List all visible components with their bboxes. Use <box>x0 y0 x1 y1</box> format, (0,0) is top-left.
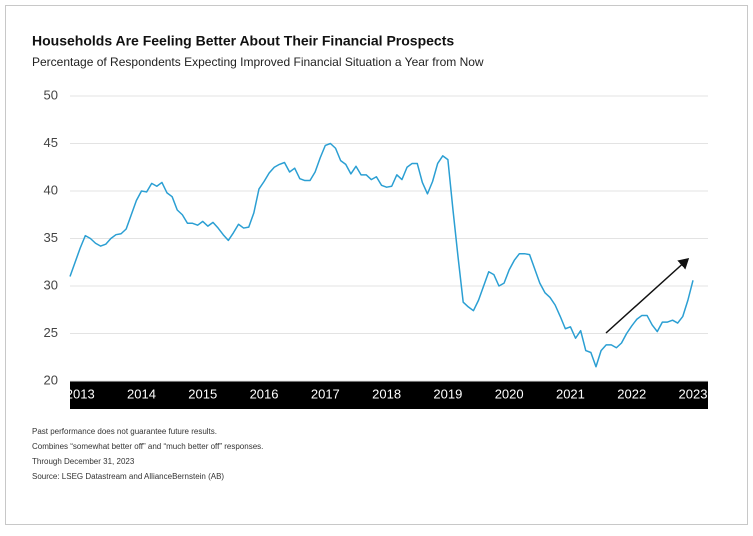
footnote: Past performance does not guarantee futu… <box>32 427 217 436</box>
x-tick-label: 2014 <box>127 386 156 401</box>
y-tick-label: 35 <box>44 230 58 245</box>
x-tick-label: 2020 <box>495 386 524 401</box>
x-tick-label: 2019 <box>433 386 462 401</box>
y-tick-label: 25 <box>44 325 58 340</box>
x-tick-label: 2017 <box>311 386 340 401</box>
y-tick-label: 50 <box>44 87 58 102</box>
data-line <box>69 142 694 368</box>
y-tick-label: 20 <box>44 372 58 387</box>
footnote: Source: LSEG Datastream and AllianceBern… <box>32 472 224 481</box>
x-axis-band <box>70 381 708 409</box>
y-tick-label: 30 <box>44 277 58 292</box>
chart-subtitle: Percentage of Respondents Expecting Impr… <box>32 55 484 69</box>
footnote: Combines “somewhat better off” and “much… <box>32 442 263 451</box>
chart-title: Households Are Feeling Better About Thei… <box>32 33 454 49</box>
x-tick-label: 2018 <box>372 386 401 401</box>
x-tick-label: 2013 <box>66 386 95 401</box>
footnote: Through December 31, 2023 <box>32 457 135 466</box>
frame <box>5 5 748 525</box>
plot: 20 25 30 35 40 45 50 2013 2014 2015 2016 2017 2018 20… <box>44 87 708 401</box>
y-tick-label: 40 <box>44 182 58 197</box>
x-tick-label: 2021 <box>556 386 585 401</box>
x-tick-label: 2023 <box>679 386 708 401</box>
x-tick-label: 2015 <box>188 386 217 401</box>
x-tick-label: 2022 <box>617 386 646 401</box>
trend-arrow <box>605 257 690 334</box>
x-tick-label: 2016 <box>250 386 279 401</box>
y-tick-label: 45 <box>44 135 58 150</box>
